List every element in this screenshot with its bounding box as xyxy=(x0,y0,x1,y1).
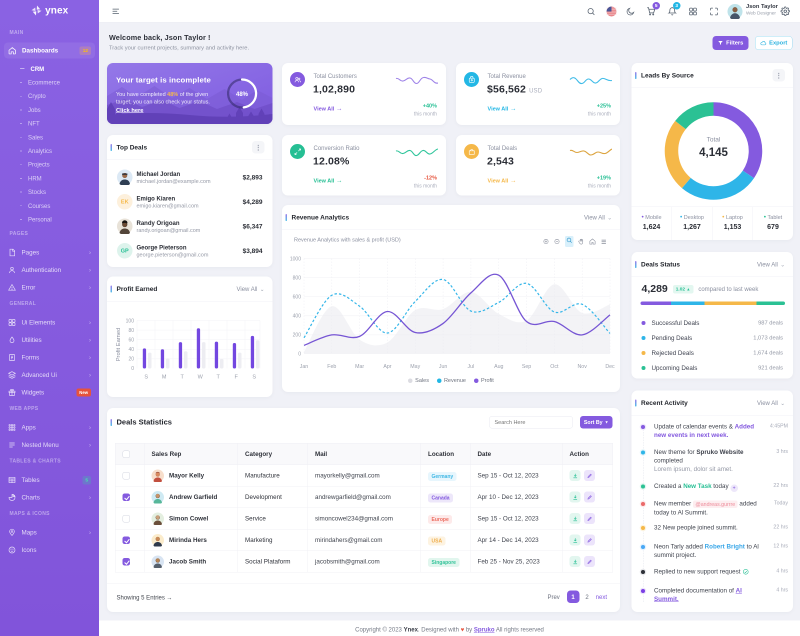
svg-text:May: May xyxy=(410,364,420,370)
svg-text:S: S xyxy=(252,375,256,381)
svg-text:200: 200 xyxy=(293,333,302,339)
svg-text:M: M xyxy=(162,375,167,381)
svg-text:Jan: Jan xyxy=(300,364,309,370)
svg-text:20: 20 xyxy=(128,357,134,363)
svg-text:800: 800 xyxy=(293,276,302,282)
svg-text:40: 40 xyxy=(128,347,134,353)
svg-text:T: T xyxy=(217,375,221,381)
svg-text:1000: 1000 xyxy=(290,257,301,263)
svg-text:Jul: Jul xyxy=(468,364,475,370)
svg-text:W: W xyxy=(198,375,204,381)
svg-text:0: 0 xyxy=(298,352,301,358)
svg-text:100: 100 xyxy=(126,319,135,325)
svg-text:Sep: Sep xyxy=(522,364,531,370)
svg-text:Feb: Feb xyxy=(327,364,336,370)
svg-text:Dec: Dec xyxy=(605,364,615,370)
svg-text:4,145: 4,145 xyxy=(699,147,728,159)
svg-text:48%: 48% xyxy=(236,92,249,98)
svg-text:Total: Total xyxy=(707,137,721,144)
svg-text:Jun: Jun xyxy=(439,364,448,370)
svg-text:S: S xyxy=(144,375,148,381)
svg-text:0: 0 xyxy=(131,366,134,372)
svg-text:Profit Earned: Profit Earned xyxy=(116,328,122,362)
svg-text:F: F xyxy=(235,375,239,381)
svg-text:80: 80 xyxy=(128,328,134,334)
svg-text:60: 60 xyxy=(128,338,134,344)
svg-text:Aug: Aug xyxy=(494,364,503,370)
svg-text:Oct: Oct xyxy=(550,364,559,370)
svg-text:Nov: Nov xyxy=(578,364,588,370)
svg-text:Apr: Apr xyxy=(383,364,391,370)
svg-text:400: 400 xyxy=(293,314,302,320)
svg-text:T: T xyxy=(181,375,185,381)
svg-text:600: 600 xyxy=(293,295,302,301)
svg-text:Mar: Mar xyxy=(355,364,364,370)
